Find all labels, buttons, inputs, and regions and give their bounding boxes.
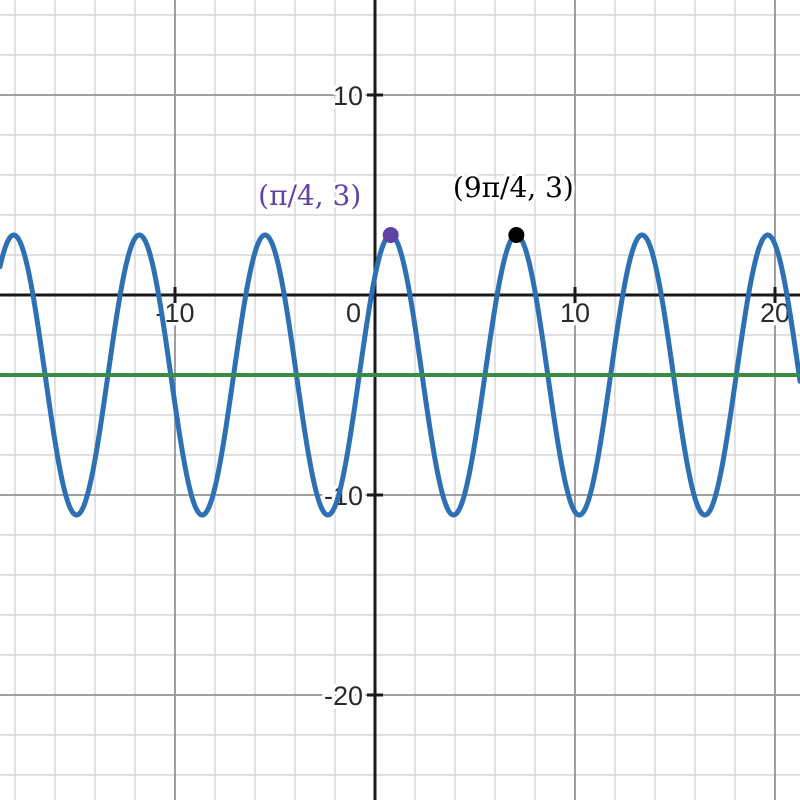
y-axis-tick-label: -10: [324, 481, 363, 511]
x-axis-tick-label: 0: [346, 298, 361, 328]
y-axis-tick-label: -20: [324, 681, 363, 711]
point-marker-9pi-over-4[interactable]: [508, 227, 525, 243]
x-axis-tick-label: 20: [760, 298, 790, 328]
y-axis-tick-label: 10: [333, 81, 363, 111]
x-axis-tick-label: 10: [560, 298, 590, 328]
sinusoid-curve[interactable]: [0, 232, 800, 518]
point-label: (π/4, 3): [258, 179, 361, 212]
point-label: (9π/4, 3): [453, 171, 574, 204]
point-marker-pi-over-4[interactable]: [382, 227, 399, 243]
